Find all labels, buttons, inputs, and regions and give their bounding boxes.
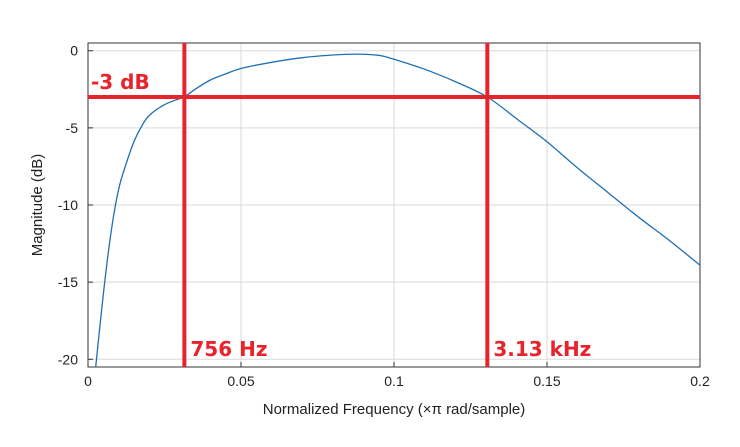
grid (87, 43, 701, 367)
y-tick-label: -10 (58, 197, 78, 213)
x-tick-label: 0.15 (533, 373, 560, 389)
cutoff-frequency-label: 756 Hz (190, 337, 267, 361)
y-tick-label: -20 (58, 351, 78, 367)
series-layer (95, 53, 701, 368)
y-tick-label: -5 (66, 120, 79, 136)
x-tick-label: 0.2 (690, 373, 710, 389)
x-tick-label: 0.05 (227, 373, 254, 389)
x-tick-label: 0.1 (384, 373, 404, 389)
y-axis-label: Magnitude (dB) (29, 154, 46, 257)
y-tick-label: 0 (70, 43, 78, 59)
x-tick-label: 0 (84, 373, 92, 389)
y-tick-label: -15 (58, 274, 78, 290)
magnitude-response-line (95, 53, 701, 368)
cutoff-frequency-label: 3.13 kHz (493, 337, 591, 361)
axis-ticks: 0 0.05 0.1 0.15 0.2 0 -5 -10 -15 -20 (58, 43, 710, 389)
minus-3db-label: -3 dB (91, 70, 150, 94)
annotation-layer: -3 dB 756 Hz 3.13 kHz (88, 43, 700, 367)
x-axis-label: Normalized Frequency (×π rad/sample) (263, 401, 526, 418)
